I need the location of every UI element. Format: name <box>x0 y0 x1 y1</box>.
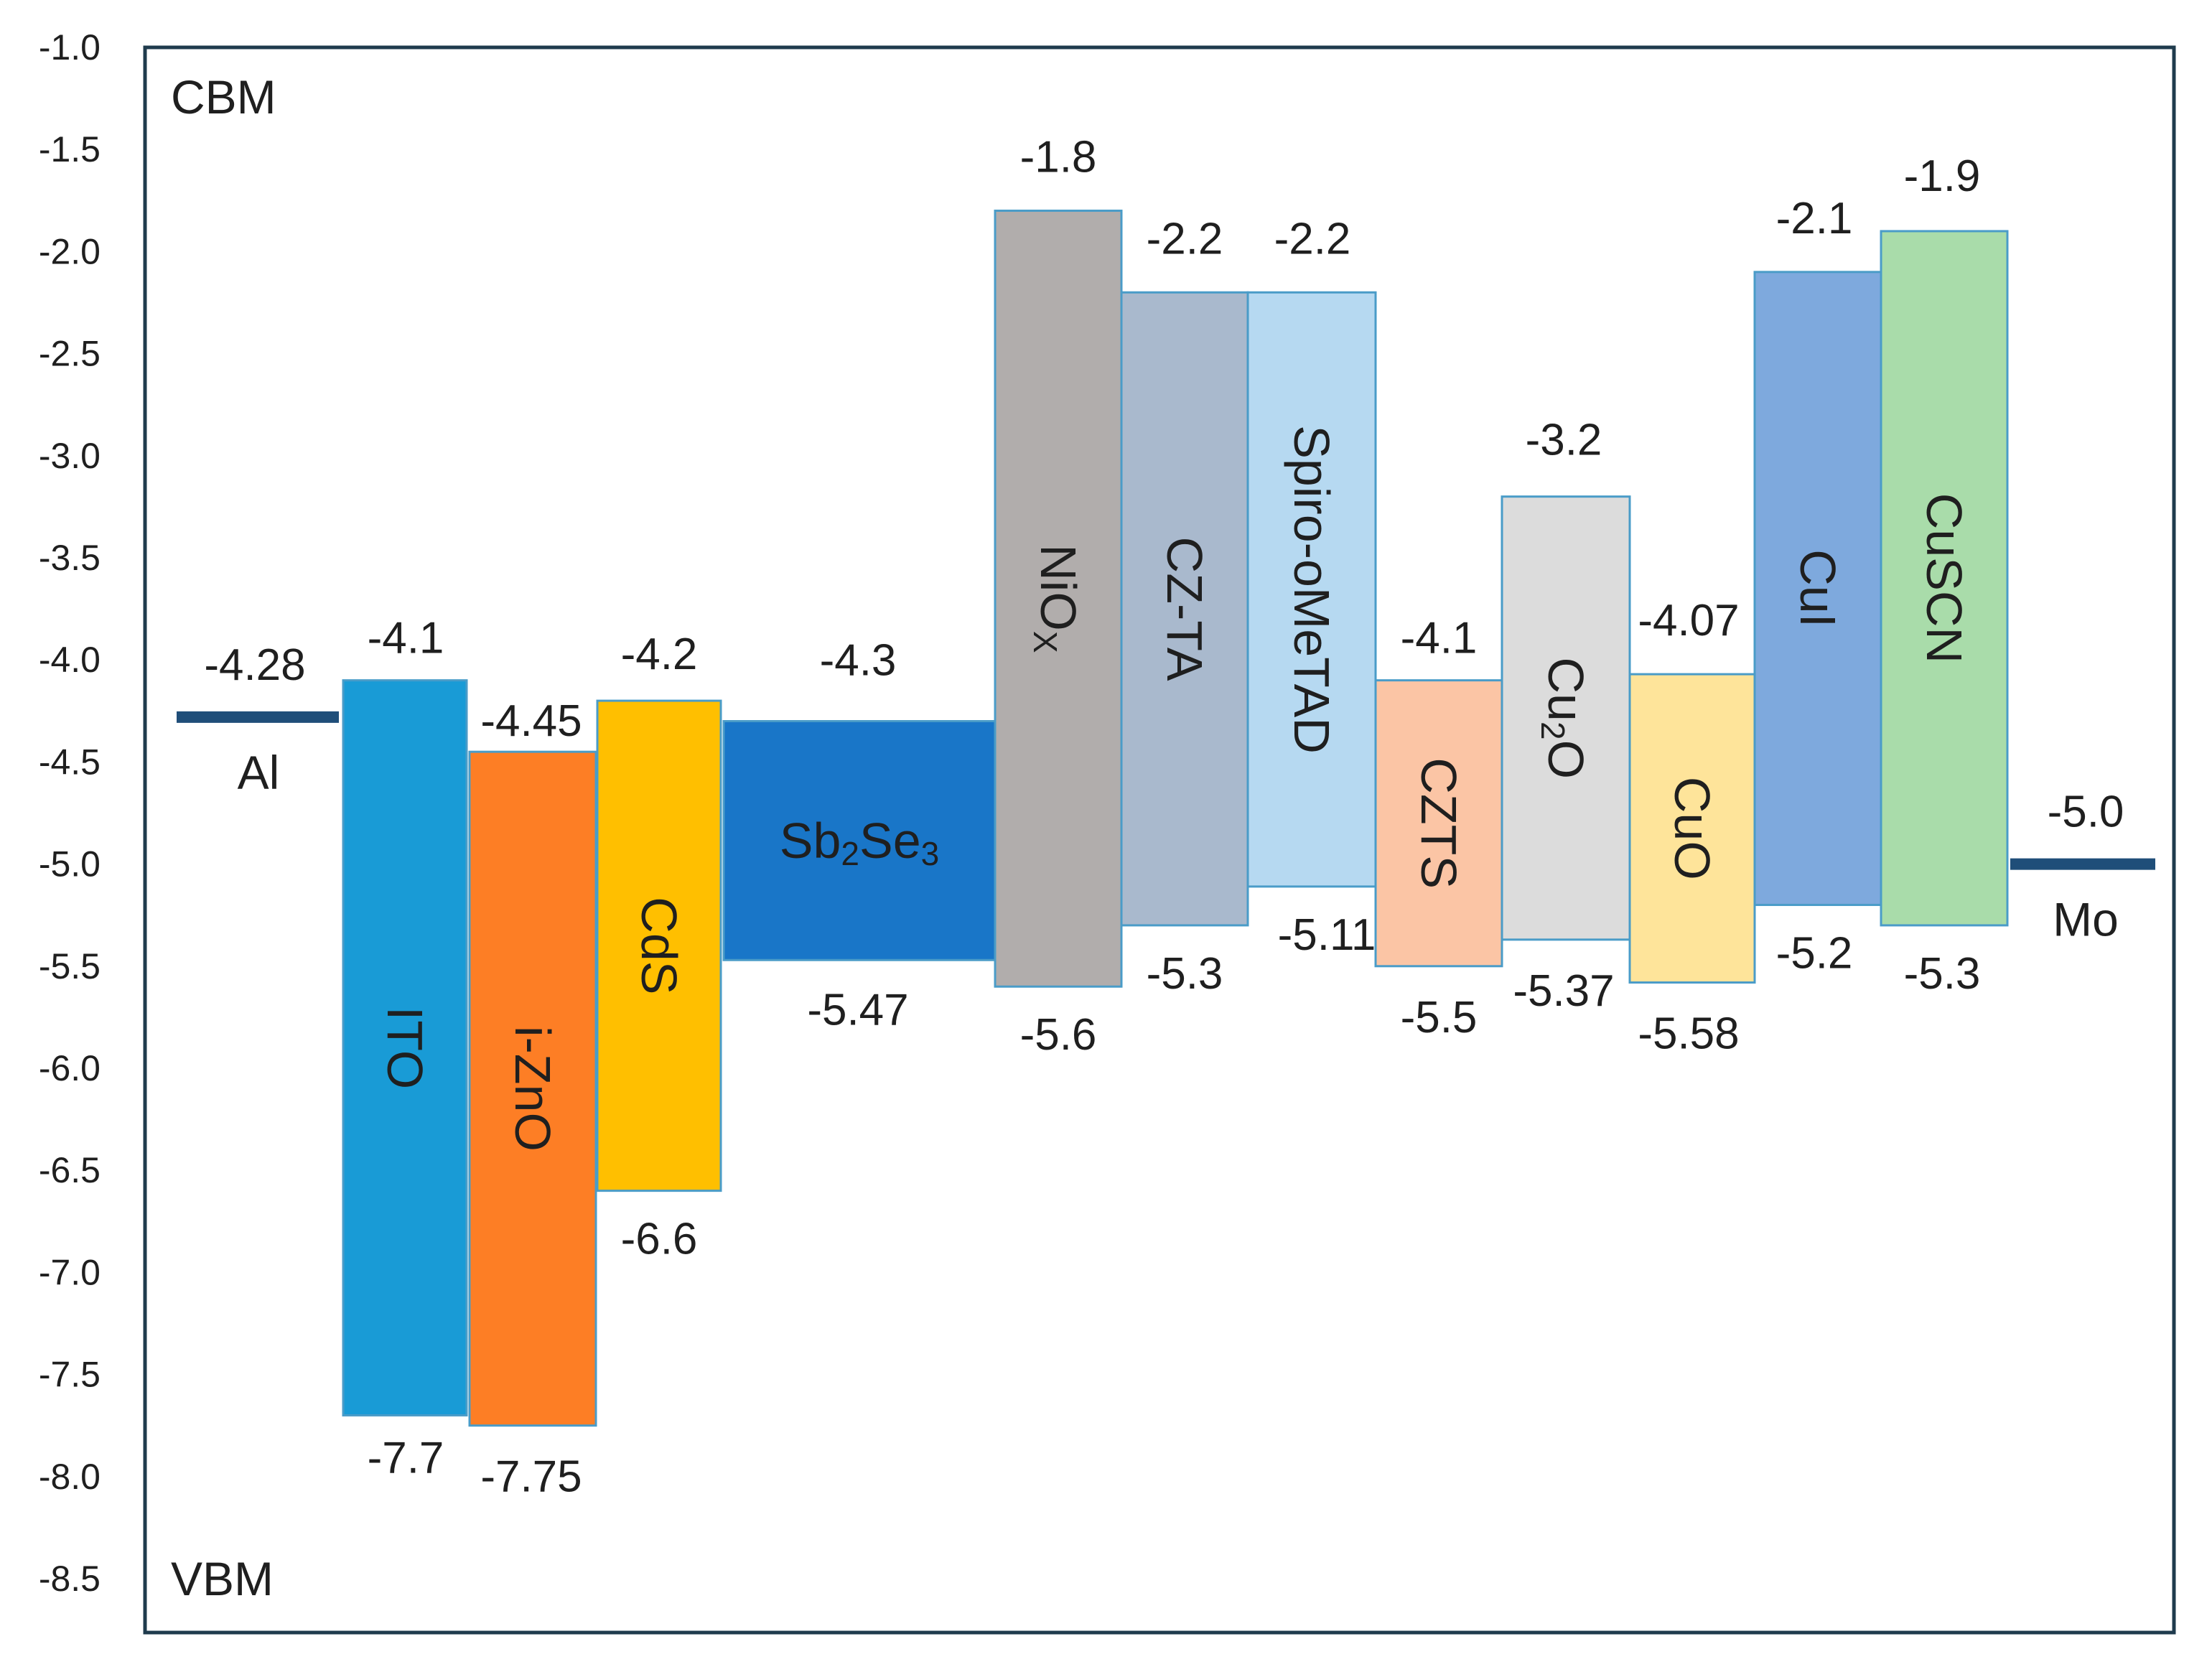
contact-value-label: -5.0 <box>2048 788 2124 837</box>
band-bar <box>1880 230 2009 927</box>
material-label: CZ-TA <box>1157 537 1213 681</box>
y-tick-label: -6.5 <box>39 1150 101 1190</box>
band-bar <box>596 699 722 1192</box>
cbm-label: CBM <box>171 70 276 123</box>
electrode-contacts: -4.28 Al -5.0 Mo <box>177 640 2155 946</box>
vbm-value-label: -5.5 <box>1401 993 1478 1042</box>
cbm-value-label: -2.2 <box>1274 214 1351 263</box>
cbm-value-label: -1.9 <box>1904 151 1981 201</box>
vbm-value-label: -7.7 <box>368 1433 444 1482</box>
contact-mo: -5.0 Mo <box>2010 788 2155 946</box>
cbm-value-label: -4.45 <box>480 696 582 746</box>
material-i-zno: i-ZnO -4.45 -7.75 <box>468 696 597 1502</box>
y-tick-label: -7.5 <box>39 1355 101 1395</box>
cbm-value-label: -1.8 <box>1020 133 1097 182</box>
material-cu2o: Cu2O -3.2 -5.37 <box>1501 416 1631 1016</box>
material-spiro-ometad: Spiro-oMeTAD -2.2 -5.11 <box>1246 214 1377 960</box>
material-label: Spiro-oMeTAD <box>1284 425 1340 754</box>
cbm-value-label: -4.3 <box>820 636 897 686</box>
material-label: CuI <box>1790 549 1846 627</box>
vbm-value-label: -5.37 <box>1513 966 1614 1016</box>
y-tick-label: -5.5 <box>39 946 101 986</box>
material-bars: ITO -4.1 -7.7 i-ZnO -4.45 -7.75 CdS -4.2 -6.6 Sb2… <box>342 133 2009 1502</box>
vbm-value-label: -5.47 <box>807 985 908 1035</box>
y-tick-label: -5.0 <box>39 844 101 884</box>
y-tick-label: -3.5 <box>39 538 101 578</box>
y-tick-label: -8.0 <box>39 1457 101 1497</box>
vbm-value-label: -5.3 <box>1147 949 1223 999</box>
vbm-value-label: -5.11 <box>1278 910 1376 960</box>
contact-al: -4.28 Al <box>177 640 339 799</box>
band-bar <box>342 679 468 1416</box>
vbm-value-label: -6.6 <box>621 1215 698 1264</box>
material-cds: CdS -4.2 -6.6 <box>596 630 722 1264</box>
material-label: CuO <box>1664 777 1720 880</box>
material-label: i-ZnO <box>505 1026 561 1152</box>
vbm-value-label: -5.58 <box>1638 1009 1739 1059</box>
material-label: CZTS <box>1411 757 1467 889</box>
band-bar <box>1374 679 1503 968</box>
cbm-value-label: -4.07 <box>1638 596 1739 645</box>
material-label: NiOX <box>1027 544 1086 653</box>
y-tick-label: -2.5 <box>39 334 101 374</box>
y-tick-label: -8.5 <box>39 1559 101 1599</box>
band-bar <box>1246 291 1377 888</box>
y-tick-label: -4.0 <box>39 640 101 680</box>
band-bar <box>1120 291 1249 927</box>
material-label: ITO <box>377 1007 433 1089</box>
cbm-value-label: -4.1 <box>1401 614 1478 663</box>
cbm-value-label: -4.2 <box>621 630 698 679</box>
vbm-value-label: -5.2 <box>1776 928 1853 978</box>
material-cui: CuI -2.1 -5.2 <box>1753 194 1882 978</box>
material-czts: CZTS -4.1 -5.5 <box>1374 614 1503 1042</box>
y-tick-label: -3.0 <box>39 436 101 476</box>
contact-name-label: Al <box>238 746 280 799</box>
vbm-value-label: -7.75 <box>480 1452 582 1502</box>
material-cz-ta: CZ-TA -2.2 -5.3 <box>1120 214 1249 999</box>
y-tick-label: -6.0 <box>39 1048 101 1088</box>
band-bar <box>1501 495 1631 941</box>
material-label: Cu2O <box>1534 657 1594 779</box>
y-tick-label: -1.0 <box>39 27 101 67</box>
y-axis-ticks: -1.0 -1.5 -2.0 -2.5 -3.0 -3.5 -4.0 -4.5 -5.0 -5.5… <box>39 27 101 1599</box>
cbm-value-label: -3.2 <box>1526 416 1602 465</box>
material-cuscn: CuSCN -1.9 -5.3 <box>1880 151 2009 999</box>
band-bar <box>1753 271 1882 906</box>
cbm-value-label: -4.1 <box>368 614 444 663</box>
cbm-value-label: -2.1 <box>1776 194 1853 243</box>
vbm-label: VBM <box>171 1552 274 1605</box>
contact-value-label: -4.28 <box>204 640 305 690</box>
material-ito: ITO -4.1 -7.7 <box>342 614 468 1482</box>
material-label: CuSCN <box>1916 493 1972 663</box>
material-cuo: CuO -4.07 -5.58 <box>1628 596 1756 1059</box>
band-bar <box>1628 673 1756 984</box>
y-tick-label: -2.0 <box>39 231 101 271</box>
band-bar <box>468 750 597 1427</box>
material-label: CdS <box>631 897 687 994</box>
contact-name-label: Mo <box>2053 893 2119 946</box>
y-tick-label: -4.5 <box>39 742 101 782</box>
material-sb2se3: Sb2Se3 -4.3 -5.47 <box>722 636 997 1035</box>
material-label: Sb2Se3 <box>780 813 939 872</box>
vbm-value-label: -5.6 <box>1020 1010 1097 1060</box>
cbm-value-label: -2.2 <box>1147 214 1223 263</box>
vbm-value-label: -5.3 <box>1904 949 1981 999</box>
y-tick-label: -7.0 <box>39 1252 101 1292</box>
y-tick-label: -1.5 <box>39 129 101 169</box>
band-bar <box>722 720 997 961</box>
material-niox: NiOX -1.8 -5.6 <box>994 133 1123 1060</box>
